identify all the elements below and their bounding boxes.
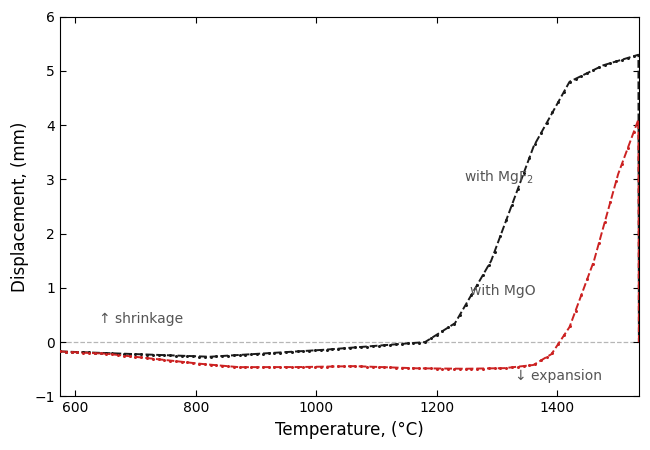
Text: ↑ shrinkage: ↑ shrinkage (99, 312, 183, 326)
Text: ↓ expansion: ↓ expansion (515, 369, 603, 383)
Y-axis label: Displacement, (mm): Displacement, (mm) (11, 122, 29, 292)
Text: with MgF$_2$: with MgF$_2$ (464, 168, 534, 186)
Text: with MgO: with MgO (470, 284, 536, 297)
X-axis label: Temperature, (°C): Temperature, (°C) (275, 421, 424, 439)
